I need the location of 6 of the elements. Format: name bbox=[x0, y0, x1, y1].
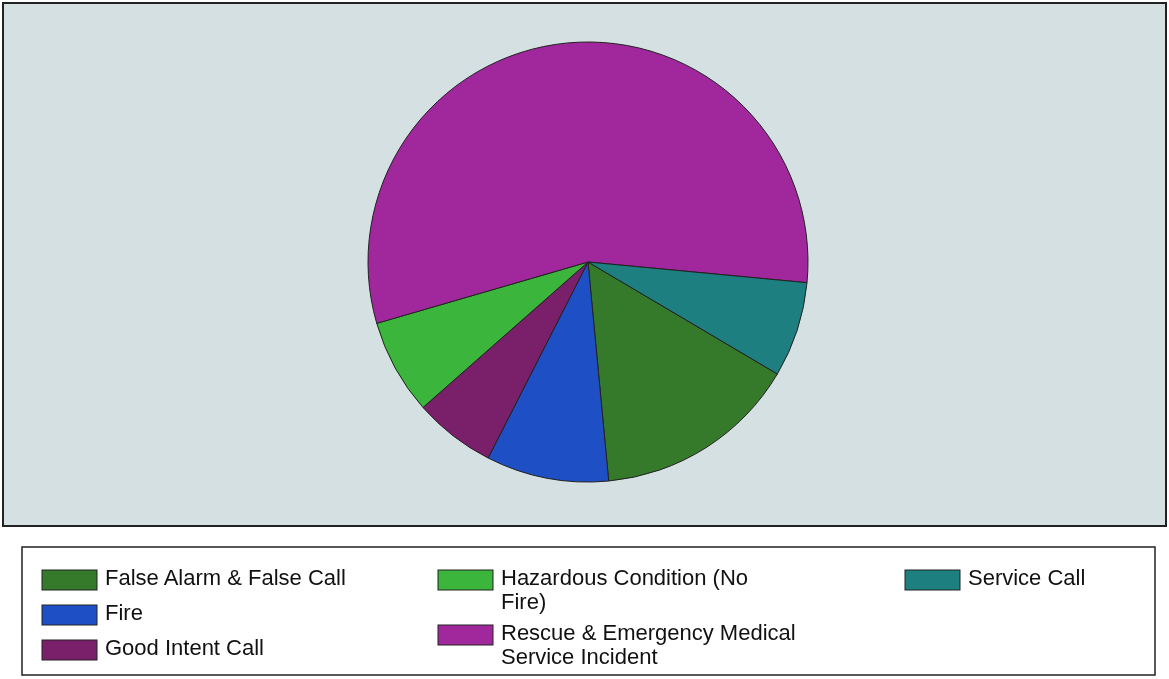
legend-label: Fire bbox=[105, 600, 143, 625]
legend-label: Good Intent Call bbox=[105, 635, 264, 660]
legend-label: False Alarm & False Call bbox=[105, 565, 346, 590]
legend-label: Rescue & Emergency Medical Service Incident bbox=[501, 620, 796, 669]
legend-label: Hazardous Condition (No Fire) bbox=[501, 565, 749, 614]
legend-label: Service Call bbox=[968, 565, 1086, 590]
